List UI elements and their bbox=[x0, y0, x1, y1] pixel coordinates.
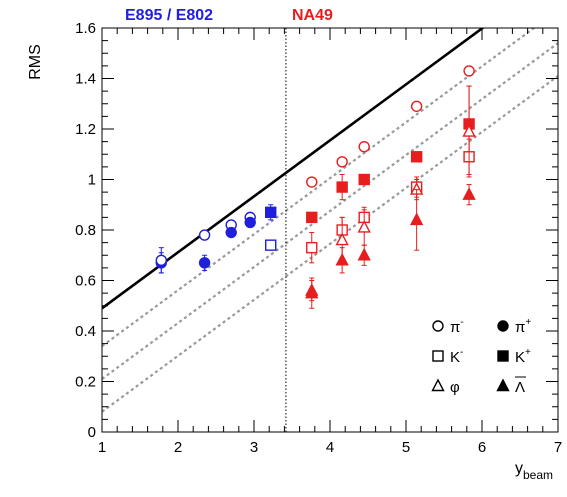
x-tick-label: 5 bbox=[402, 439, 410, 456]
data-point bbox=[410, 151, 423, 163]
data-point bbox=[335, 252, 349, 266]
series-triangle-open-8 bbox=[305, 85, 476, 302]
y-tick-label: 0.8 bbox=[75, 222, 96, 239]
legend-label-main: φ bbox=[450, 379, 460, 396]
data-point bbox=[265, 239, 277, 251]
y-tick-label: 0 bbox=[88, 424, 96, 441]
legend-label-sup: + bbox=[525, 347, 531, 358]
y-tick-label: 0.2 bbox=[75, 374, 96, 391]
y-tick-label: 0.4 bbox=[75, 323, 96, 340]
data-points bbox=[155, 65, 476, 309]
plot-frame-layer bbox=[101, 27, 559, 433]
legend-label-sup: - bbox=[460, 317, 463, 328]
series-circle-open-2 bbox=[155, 247, 167, 274]
data-point bbox=[306, 176, 318, 188]
fit-line-dotted-1 bbox=[102, 28, 536, 348]
data-point bbox=[225, 226, 237, 239]
legend-label-sup: + bbox=[525, 317, 531, 328]
legend-square-open-marker bbox=[432, 350, 444, 362]
legend-circle-open-label: π- bbox=[450, 317, 464, 336]
legend-circle-filled-label: π+ bbox=[515, 317, 531, 336]
header-label-e895-e802: E895 / E802 bbox=[125, 7, 213, 24]
legend: π-π+K- K+φ Λ bbox=[431, 317, 531, 396]
legend-square-filled-label: K+ bbox=[515, 347, 531, 366]
reference-lines bbox=[102, 28, 558, 413]
x-tick-label: 7 bbox=[554, 439, 562, 456]
data-point bbox=[265, 206, 277, 219]
x-tick-label: 6 bbox=[478, 439, 486, 456]
header-label-na49: NA49 bbox=[292, 7, 333, 24]
x-axis-title-main: y bbox=[515, 460, 523, 477]
fit-line-solid bbox=[102, 28, 485, 310]
data-point bbox=[409, 212, 424, 226]
legend-circle-filled-marker bbox=[497, 320, 509, 332]
data-point bbox=[155, 254, 167, 266]
series-circle-filled-1 bbox=[155, 216, 256, 274]
y-tick-label: 0.6 bbox=[75, 273, 96, 290]
data-point bbox=[244, 216, 256, 229]
series-square-filled-4 bbox=[265, 204, 277, 221]
x-tick-label: 1 bbox=[98, 439, 106, 456]
data-point bbox=[358, 173, 370, 186]
axis-ticks: 1 2 3 4 5 6 7 0 0.2 0.4 0.6 0.8 1 1.2 1.4 1.6 bbox=[75, 20, 562, 456]
data-point bbox=[462, 124, 476, 137]
y-tick-label: 1.4 bbox=[75, 71, 96, 88]
series-square-open-7 bbox=[306, 138, 475, 264]
series-square-open-3 bbox=[265, 239, 277, 251]
x-tick-label: 4 bbox=[326, 439, 334, 456]
x-tick-label: 3 bbox=[250, 439, 258, 456]
series-circle-open-5 bbox=[306, 65, 475, 188]
data-point bbox=[306, 241, 318, 254]
data-point bbox=[410, 100, 423, 112]
header-labels: E895 / E802 NA49 bbox=[125, 7, 333, 24]
data-point bbox=[305, 285, 319, 299]
legend-square-open-label: K- bbox=[450, 347, 463, 366]
data-point bbox=[336, 156, 348, 168]
y-tick-label: 1.6 bbox=[75, 20, 96, 37]
legend-square-filled-marker bbox=[497, 350, 509, 362]
data-point bbox=[335, 232, 349, 246]
legend-label-sup: - bbox=[460, 347, 463, 358]
series-triangle-filled-9 bbox=[305, 184, 476, 309]
data-point bbox=[306, 211, 318, 224]
legend-label-main: K bbox=[450, 349, 460, 366]
fit-line-dotted-2 bbox=[102, 42, 558, 380]
data-point bbox=[198, 257, 211, 269]
series-square-filled-6 bbox=[306, 85, 475, 224]
legend-label-main: π bbox=[515, 319, 525, 336]
plot-frame bbox=[101, 27, 559, 433]
y-axis-title: RMS bbox=[27, 44, 44, 80]
data-point bbox=[357, 219, 371, 233]
y-tick-label: 1.2 bbox=[75, 121, 96, 138]
legend-triangle-open-marker bbox=[431, 378, 445, 392]
data-point bbox=[357, 247, 371, 261]
x-axis-title-sub: beam bbox=[523, 468, 553, 482]
data-point bbox=[462, 187, 476, 200]
data-point bbox=[463, 65, 475, 77]
y-tick-label: 1 bbox=[88, 172, 96, 189]
legend-triangle-filled-marker bbox=[496, 378, 510, 392]
legend-label-main: K bbox=[515, 349, 525, 366]
x-axis-title: ybeam bbox=[515, 460, 553, 482]
data-point bbox=[198, 229, 211, 241]
x-tick-label: 2 bbox=[174, 439, 182, 456]
legend-label-main: π bbox=[450, 319, 460, 336]
legend-circle-open-marker bbox=[432, 320, 444, 332]
data-point bbox=[358, 140, 370, 153]
fit-line-dotted-3 bbox=[102, 75, 558, 413]
legend-triangle-open-label: φ bbox=[450, 379, 460, 396]
legend-label-main: Λ bbox=[515, 379, 525, 396]
data-point bbox=[336, 181, 348, 193]
legend-triangle-filled-label: Λ bbox=[515, 379, 525, 396]
